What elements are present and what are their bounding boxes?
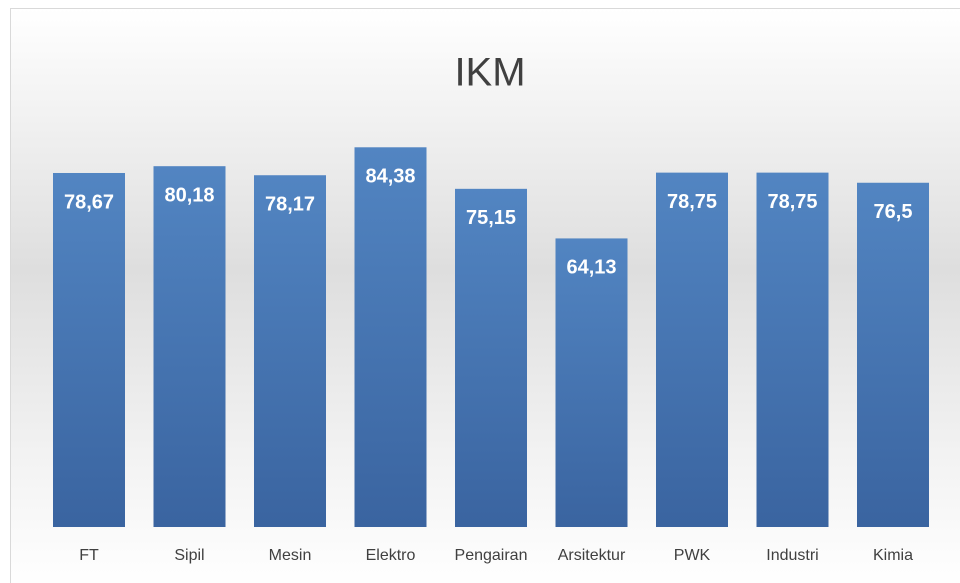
bar <box>857 182 929 527</box>
x-tick-label: Mesin <box>269 547 312 564</box>
x-tick-label: Elektro <box>366 547 416 564</box>
x-tick-label: Arsitektur <box>558 547 626 564</box>
value-label: 80,18 <box>164 184 214 206</box>
value-label: 78,17 <box>265 194 315 216</box>
value-label: 78,75 <box>767 191 817 213</box>
bar <box>53 172 125 528</box>
bar <box>756 172 829 527</box>
value-label: 78,75 <box>667 191 717 213</box>
x-tick-label: Pengairan <box>455 547 528 564</box>
bar <box>656 172 728 527</box>
x-tick-label: FT <box>79 547 99 564</box>
x-tick-label: Industri <box>766 547 818 564</box>
bar <box>354 147 427 528</box>
bar <box>254 175 326 528</box>
chart-title: IKM <box>454 51 525 95</box>
value-label: 64,13 <box>566 257 616 279</box>
value-label: 75,15 <box>466 207 516 229</box>
value-label: 76,5 <box>874 201 913 223</box>
x-tick-label: Sipil <box>174 547 204 564</box>
value-label: 84,38 <box>365 166 415 188</box>
bar <box>153 166 226 527</box>
value-label: 78,67 <box>64 191 114 213</box>
x-tick-label: Kimia <box>873 547 913 564</box>
bar <box>455 188 527 527</box>
x-tick-label: PWK <box>674 547 711 564</box>
bar <box>555 238 628 528</box>
